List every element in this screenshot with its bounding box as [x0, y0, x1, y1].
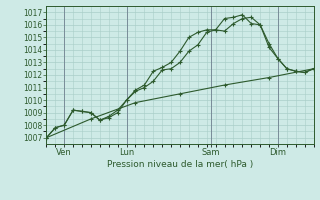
- X-axis label: Pression niveau de la mer( hPa ): Pression niveau de la mer( hPa ): [107, 160, 253, 169]
